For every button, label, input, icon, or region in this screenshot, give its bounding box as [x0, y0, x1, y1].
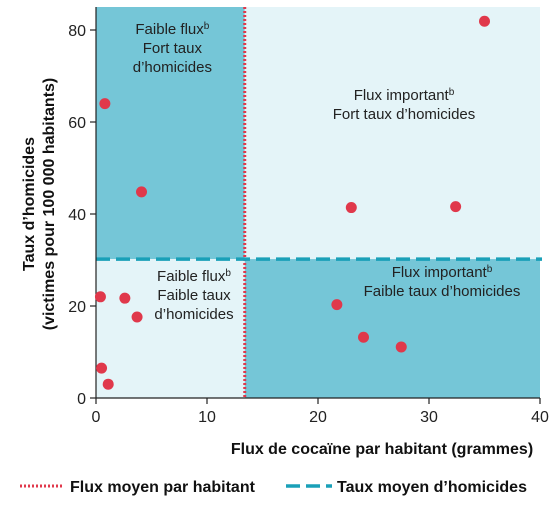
y-tick-label: 80 [68, 23, 86, 40]
data-point [450, 201, 462, 213]
y-tick-label: 0 [77, 391, 86, 408]
legend-label-homicide: Taux moyen d’homicides [337, 479, 527, 496]
legend-label-flux: Flux moyen par habitant [70, 479, 256, 496]
y-axis-title-line1: Taux d’homicides [21, 137, 38, 271]
data-point [395, 341, 407, 353]
quadrant-label-top-left-line2: Fort taux [143, 40, 203, 57]
data-point [131, 311, 143, 323]
quadrant-label-top-right-line2: Fort taux d’homicides [333, 106, 476, 123]
x-tick-label: 40 [531, 409, 549, 426]
quadrant-label-top-right-line1: Flux importantb [354, 87, 455, 105]
y-tick-label: 20 [68, 299, 86, 316]
quadrant-label-bottom-right-line1: Flux importantb [392, 264, 493, 282]
data-point [94, 291, 106, 303]
x-axis-title: Flux de cocaïne par habitant (grammes) [231, 441, 533, 458]
x-tick-label: 10 [198, 409, 216, 426]
y-axis-title-line2: (victimes pour 100 000 habitants) [41, 78, 58, 331]
quadrant-top-right-bg [244, 7, 541, 260]
quadrant-top-left-bg [96, 7, 245, 260]
data-point [136, 186, 148, 198]
data-point [99, 98, 111, 110]
data-point [102, 378, 114, 390]
y-tick-label: 60 [68, 115, 86, 132]
x-tick-label: 0 [92, 409, 101, 426]
quadrant-bottom-left-bg [96, 259, 245, 398]
y-tick-label: 40 [68, 207, 86, 224]
x-tick-label: 30 [420, 409, 438, 426]
quadrant-label-bottom-left-line1: Faible fluxb [157, 268, 231, 286]
quadrant-label-top-left-line3: d’homicides [133, 59, 212, 76]
data-point [96, 362, 108, 374]
quadrant-label-bottom-left-line2: Faible taux [157, 287, 231, 304]
quadrant-label-top-left-line1: Faible fluxb [135, 21, 209, 39]
data-point [119, 292, 131, 304]
data-point [358, 331, 370, 343]
data-point [345, 202, 357, 214]
data-point [479, 15, 490, 27]
quadrant-label-bottom-left-line3: d’homicides [154, 306, 233, 323]
quadrant-label-bottom-right-line2: Faible taux d’homicides [364, 283, 521, 300]
data-point [331, 299, 343, 311]
x-tick-label: 20 [309, 409, 327, 426]
quadrant-bottom-right-bg [244, 259, 541, 398]
